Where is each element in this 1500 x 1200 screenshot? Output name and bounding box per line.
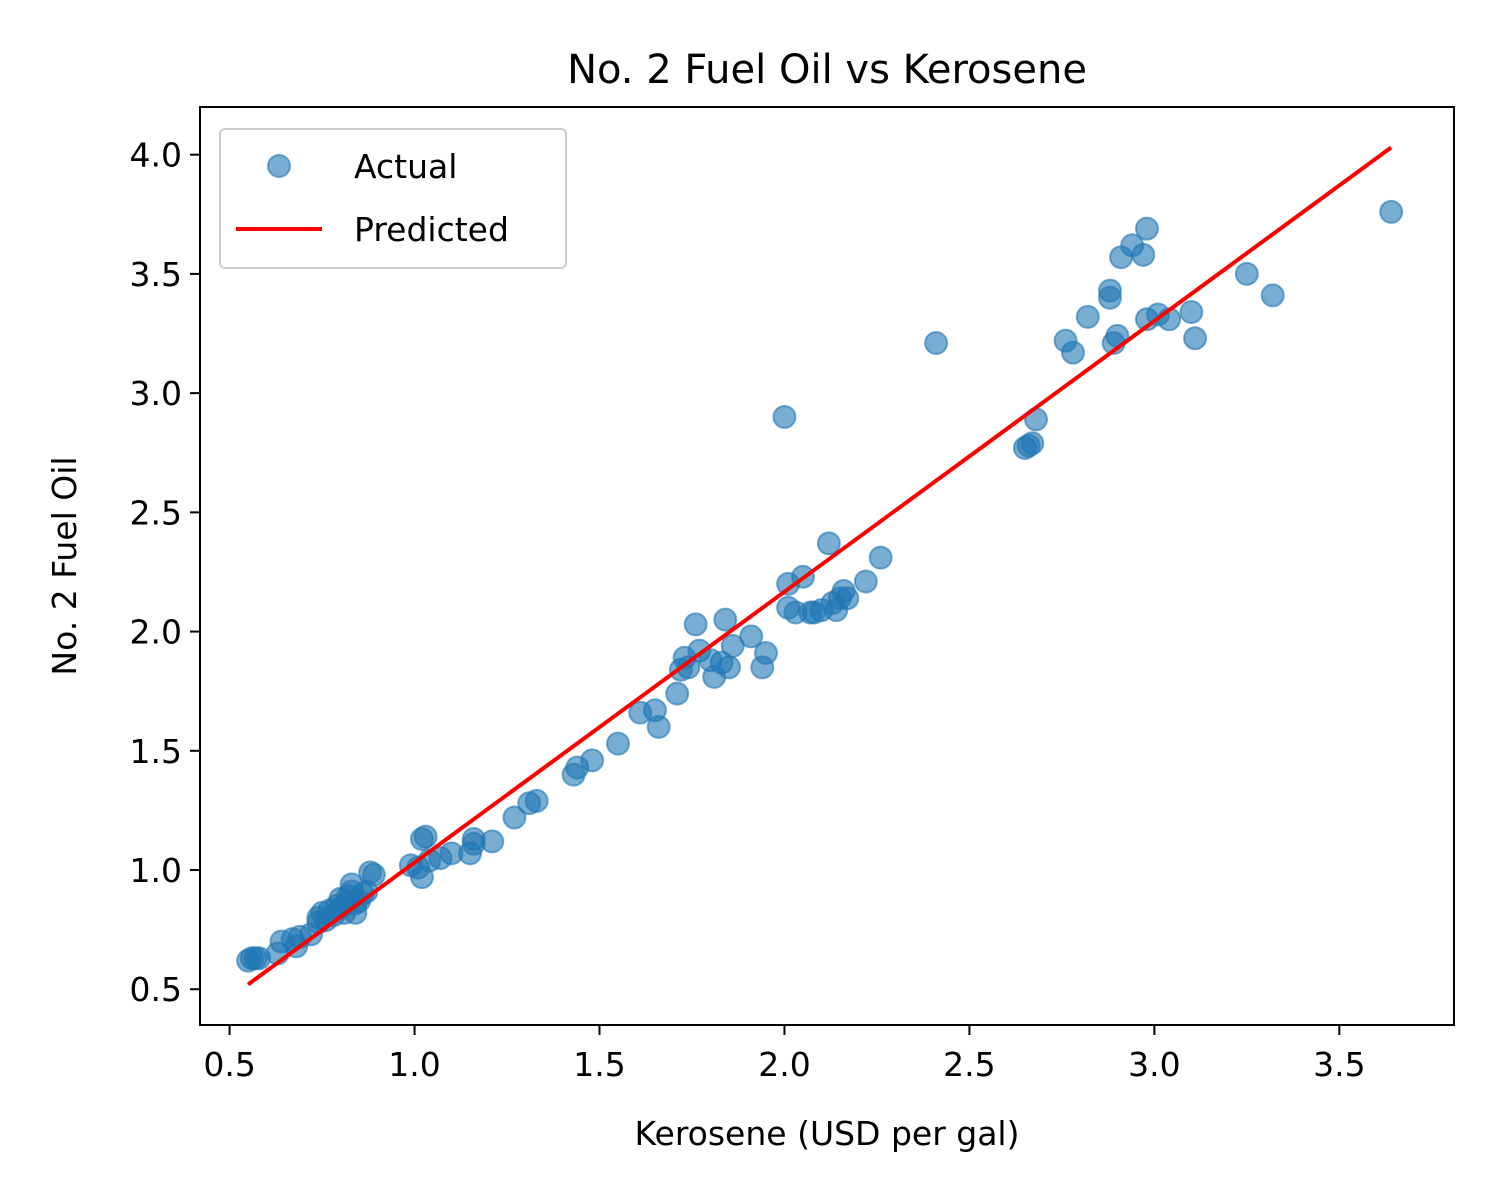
legend: Actual Predicted [219, 128, 567, 269]
actual-point [1183, 326, 1208, 351]
actual-point [1097, 278, 1122, 303]
actual-point [580, 748, 605, 773]
x-tick-label: 1.0 [388, 1045, 440, 1084]
x-tick-label: 3.0 [1128, 1045, 1180, 1084]
actual-point [480, 829, 505, 854]
x-tick-label: 1.5 [573, 1045, 625, 1084]
actual-point [646, 714, 671, 739]
actual-point [413, 824, 438, 849]
actual-point [1075, 304, 1100, 329]
x-tick-label: 2.0 [758, 1045, 810, 1084]
actual-point [1260, 283, 1285, 308]
y-axis-ticks: 0.5 1.0 1.5 2.0 2.5 3.0 3.5 4.0 [130, 136, 200, 1009]
actual-point [606, 731, 630, 756]
actual-point [1234, 261, 1259, 286]
actual-point [716, 655, 741, 680]
legend-predicted-label: Predicted [354, 210, 509, 249]
y-tick-label: 1.0 [130, 851, 182, 890]
y-tick-label: 1.5 [130, 732, 182, 771]
actual-point [713, 607, 738, 632]
y-tick-label: 0.5 [130, 970, 182, 1009]
y-tick-label: 4.0 [130, 136, 182, 175]
legend-actual-label: Actual [354, 147, 457, 186]
actual-point [720, 633, 745, 658]
actual-point [1060, 340, 1085, 365]
actual-points-layer [236, 199, 1404, 973]
y-tick-label: 3.5 [130, 255, 182, 294]
y-tick-label: 3.0 [130, 374, 182, 413]
chart-title: No. 2 Fuel Oil vs Kerosene [567, 47, 1087, 93]
actual-point [683, 612, 708, 637]
actual-point [361, 862, 386, 887]
x-tick-label: 3.5 [1313, 1045, 1365, 1084]
actual-point [772, 404, 797, 429]
actual-point [1134, 216, 1159, 241]
actual-point [1020, 431, 1045, 456]
predicted-line [246, 145, 1393, 987]
predicted-line-layer [246, 145, 1393, 987]
y-tick-label: 2.0 [130, 613, 182, 652]
actual-point [1131, 242, 1156, 267]
legend-actual-marker [267, 154, 291, 178]
x-tick-label: 2.5 [943, 1045, 995, 1084]
actual-point [853, 569, 878, 594]
actual-point [739, 624, 764, 649]
plot-area [236, 145, 1404, 987]
actual-point [835, 586, 860, 611]
y-axis-label: No. 2 Fuel Oil [45, 456, 84, 675]
x-axis-ticks: 0.5 1.0 1.5 2.0 2.5 3.0 3.5 [203, 1025, 1366, 1084]
actual-point [502, 805, 527, 830]
x-axis-label: Kerosene (USD per gal) [635, 1114, 1020, 1153]
actual-point [1379, 199, 1404, 224]
actual-point [676, 655, 701, 680]
actual-point [868, 545, 893, 570]
actual-point [924, 331, 949, 356]
actual-point [753, 641, 778, 666]
actual-point [1179, 300, 1204, 325]
actual-point [816, 531, 841, 556]
axes-frame [199, 106, 1455, 1026]
x-tick-label: 0.5 [203, 1045, 255, 1084]
actual-point [524, 788, 549, 813]
y-tick-label: 2.5 [130, 493, 182, 532]
actual-point [665, 681, 690, 706]
legend-box [219, 128, 567, 269]
